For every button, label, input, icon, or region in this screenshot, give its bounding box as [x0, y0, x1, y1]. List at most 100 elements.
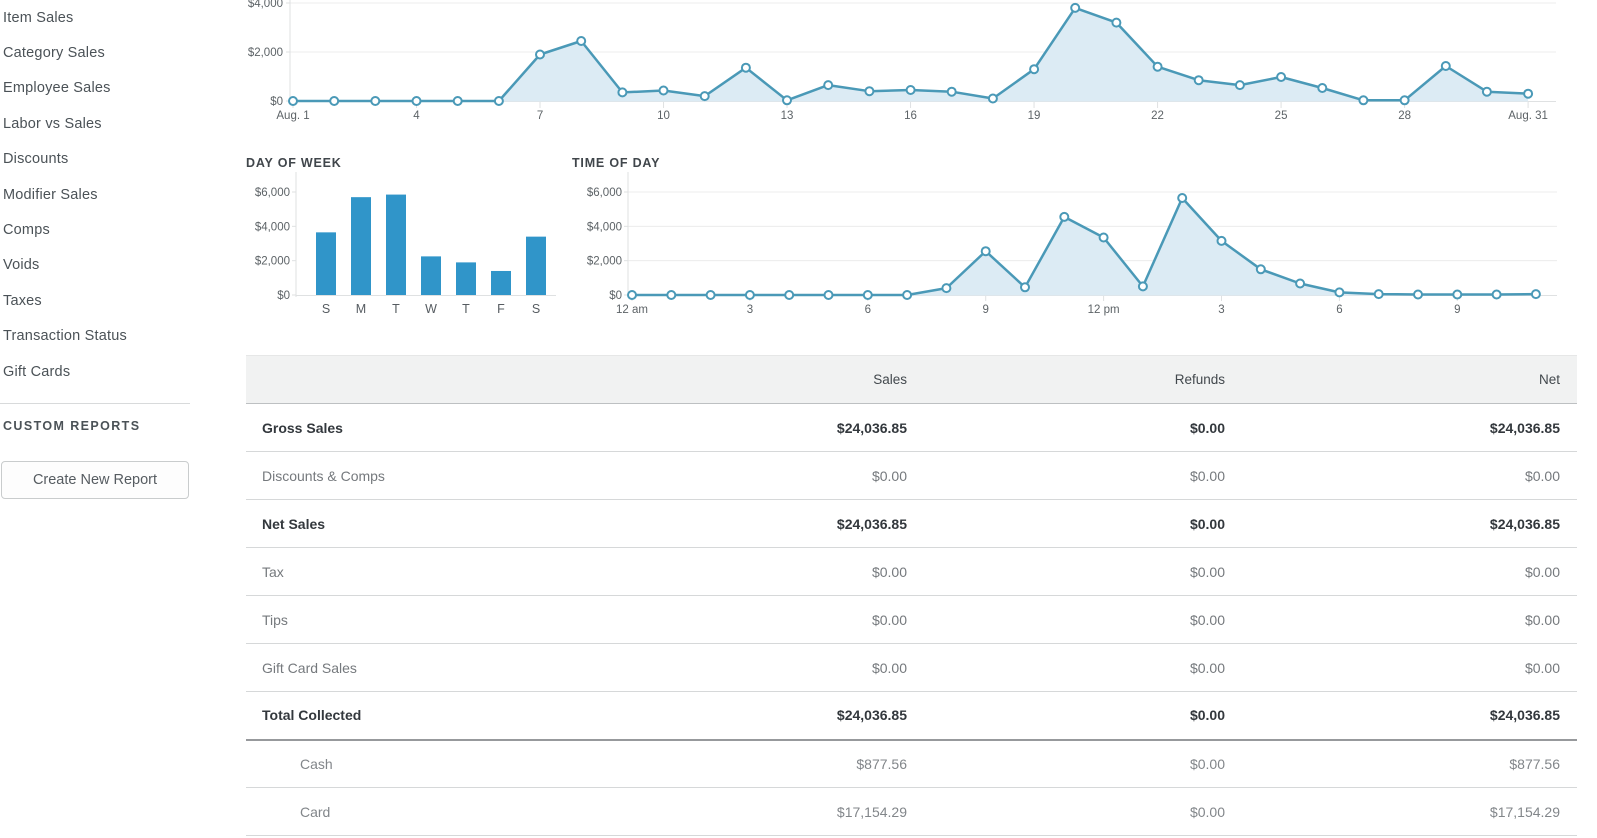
data-point-marker[interactable] [1373, 289, 1384, 300]
sidebar-item-comps[interactable]: Comps [3, 222, 50, 239]
refunds-value: $0.00 [916, 499, 1234, 548]
area-fill [293, 7, 1529, 102]
data-point-marker[interactable] [1177, 193, 1188, 203]
sidebar-item-item-sales[interactable]: Item Sales [3, 9, 74, 26]
data-point-marker[interactable] [1334, 287, 1345, 298]
refunds-value: $0.00 [916, 739, 1234, 788]
data-point-marker[interactable] [1481, 86, 1492, 97]
data-point-marker[interactable] [535, 49, 545, 60]
refunds-value: $0.00 [916, 451, 1234, 500]
data-point-marker[interactable] [902, 290, 913, 300]
data-point-marker[interactable] [941, 283, 952, 294]
data-point-marker[interactable] [493, 96, 504, 106]
data-point-marker[interactable] [627, 290, 637, 300]
data-point-marker[interactable] [1070, 2, 1081, 13]
sidebar-item-category-sales[interactable]: Category Sales [3, 45, 105, 62]
data-point-marker[interactable] [617, 87, 628, 98]
sidebar-item-gift-cards[interactable]: Gift Cards [3, 363, 71, 380]
report-nav-list: Item Sales Category Sales Employee Sales La… [3, 0, 233, 389]
x-axis-label: 12 am [616, 304, 648, 316]
data-point-marker[interactable] [1216, 235, 1227, 246]
row-label: Total Collected [246, 691, 666, 741]
sidebar-item-employee-sales[interactable]: Employee Sales [3, 80, 111, 97]
data-point-marker[interactable] [1295, 278, 1306, 289]
data-point-marker[interactable] [1317, 83, 1328, 93]
sales-value: $0.00 [666, 547, 916, 596]
data-point-marker[interactable] [705, 290, 716, 300]
data-point-marker[interactable] [1111, 17, 1122, 28]
data-point-marker[interactable] [744, 290, 755, 300]
bar[interactable] [351, 197, 371, 295]
refunds-value: $0.00 [916, 691, 1234, 741]
refunds-value: $0.00 [916, 595, 1234, 644]
x-axis-label: 19 [1028, 110, 1041, 122]
net-value: $24,036.85 [1234, 499, 1577, 548]
net-value: $877.56 [1234, 739, 1577, 788]
data-point-marker[interactable] [1399, 95, 1410, 106]
data-point-marker[interactable] [862, 290, 873, 300]
data-point-marker[interactable] [864, 86, 875, 97]
data-point-marker[interactable] [1020, 282, 1030, 293]
data-point-marker[interactable] [699, 91, 710, 102]
data-point-marker[interactable] [1059, 211, 1070, 222]
net-value: $17,154.29 [1234, 787, 1577, 836]
bar[interactable] [526, 236, 546, 295]
sidebar-item-transaction-status[interactable]: Transaction Status [3, 328, 127, 345]
data-point-marker[interactable] [784, 290, 795, 300]
data-point-marker[interactable] [1137, 281, 1148, 292]
sidebar-item-modifier-sales[interactable]: Modifier Sales [3, 186, 98, 203]
bar[interactable] [491, 270, 511, 295]
data-point-marker[interactable] [823, 290, 834, 300]
time-of-day-chart: $0 $2,000 $4,000 $6,000 12 am 3 6 9 12 pm 3 6 9 [587, 172, 1557, 316]
data-point-marker[interactable] [740, 62, 751, 73]
data-point-marker[interactable] [1358, 95, 1369, 106]
data-point-marker[interactable] [658, 85, 669, 96]
y-axis-label: $0 [609, 290, 622, 302]
sidebar-item-discounts[interactable]: Discounts [3, 151, 69, 168]
data-point-marker[interactable] [666, 290, 677, 300]
x-axis-label: M [356, 302, 366, 316]
data-point-marker[interactable] [452, 96, 463, 106]
data-point-marker[interactable] [823, 80, 834, 91]
data-point-marker[interactable] [980, 246, 991, 257]
day-of-week-title: DAY OF WEEK [246, 156, 342, 170]
create-new-report-button[interactable]: Create New Report [1, 461, 189, 499]
data-point-marker[interactable] [288, 96, 298, 106]
x-axis-label: T [392, 302, 400, 316]
data-point-marker[interactable] [1255, 264, 1266, 275]
data-point-marker[interactable] [782, 95, 792, 106]
data-point-marker[interactable] [1440, 61, 1451, 71]
x-axis-label: W [425, 302, 437, 316]
data-point-marker[interactable] [1193, 75, 1204, 86]
sidebar-item-voids[interactable]: Voids [3, 257, 40, 274]
bar[interactable] [421, 256, 441, 295]
data-point-marker[interactable] [1530, 289, 1541, 300]
data-point-marker[interactable] [576, 36, 587, 46]
data-point-marker[interactable] [905, 85, 916, 95]
sidebar-item-taxes[interactable]: Taxes [3, 292, 42, 309]
data-point-marker[interactable] [1413, 289, 1423, 300]
data-point-marker[interactable] [1234, 80, 1245, 91]
bar[interactable] [316, 232, 336, 295]
data-point-marker[interactable] [370, 96, 381, 106]
data-point-marker[interactable] [1152, 61, 1163, 72]
data-point-marker[interactable] [1029, 64, 1040, 75]
data-point-marker[interactable] [1523, 88, 1534, 99]
data-point-marker[interactable] [1276, 72, 1287, 82]
sidebar-item-labor-vs-sales[interactable]: Labor vs Sales [3, 115, 102, 132]
bar[interactable] [386, 194, 406, 295]
x-axis-label: 16 [904, 110, 917, 122]
data-point-marker[interactable] [1452, 289, 1463, 300]
data-point-marker[interactable] [946, 86, 957, 97]
x-axis-label: 6 [1336, 304, 1342, 316]
data-point-marker[interactable] [987, 93, 998, 104]
custom-reports-header: CUSTOM REPORTS [3, 419, 141, 433]
data-point-marker[interactable] [329, 96, 340, 106]
data-point-marker[interactable] [411, 96, 422, 106]
x-axis-label: 4 [413, 110, 420, 122]
data-point-marker[interactable] [1098, 232, 1109, 243]
data-point-marker[interactable] [1491, 289, 1502, 300]
area-fill [632, 198, 1536, 296]
bar[interactable] [456, 262, 476, 295]
